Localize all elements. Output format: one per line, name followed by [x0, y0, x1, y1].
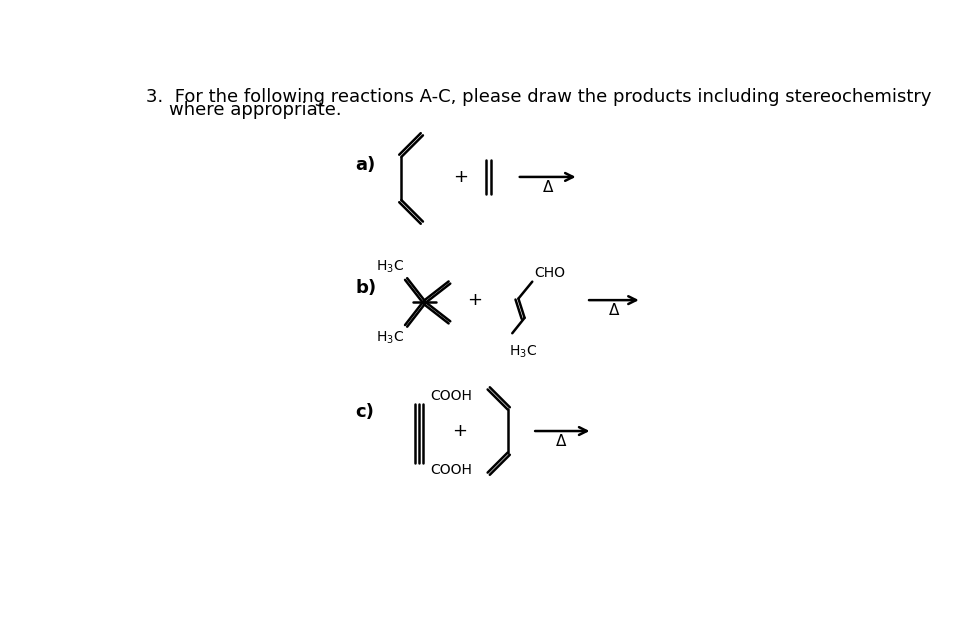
Text: Δ: Δ [609, 304, 619, 319]
Text: H$_3$C: H$_3$C [376, 259, 404, 275]
Text: 3.  For the following reactions A-C, please draw the products including stereoch: 3. For the following reactions A-C, plea… [146, 88, 931, 106]
Text: H$_3$C: H$_3$C [509, 343, 538, 360]
Text: +: + [452, 422, 467, 440]
Text: +: + [453, 168, 468, 186]
Text: Δ: Δ [556, 434, 567, 450]
Text: +: + [468, 291, 482, 309]
Text: c): c) [356, 402, 374, 420]
Text: COOH: COOH [430, 389, 471, 404]
Text: Δ: Δ [543, 180, 553, 195]
Text: H$_3$C: H$_3$C [376, 330, 404, 346]
Text: COOH: COOH [430, 463, 471, 478]
Text: a): a) [356, 156, 375, 174]
Text: CHO: CHO [534, 266, 565, 280]
Text: where appropriate.: where appropriate. [146, 101, 341, 119]
Text: b): b) [356, 279, 376, 297]
